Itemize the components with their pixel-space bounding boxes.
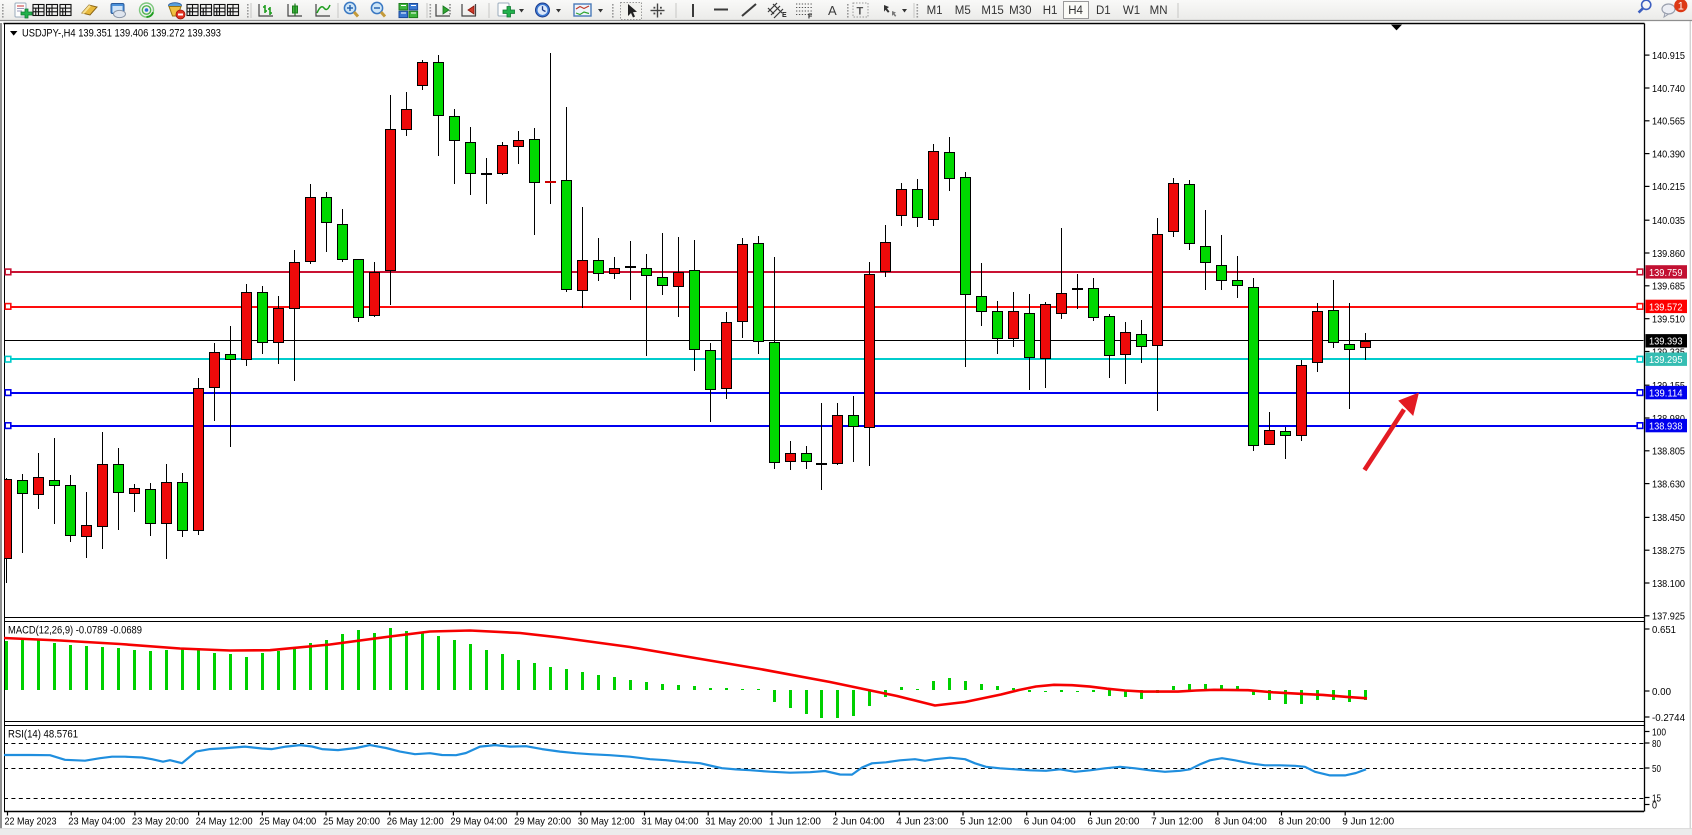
svg-text:140.740: 140.740 <box>1652 83 1685 95</box>
svg-text:139.572: 139.572 <box>1649 301 1683 313</box>
svg-text:E: E <box>782 12 787 19</box>
svg-text:138.805: 138.805 <box>1652 446 1685 458</box>
svg-text:100: 100 <box>1652 726 1666 738</box>
svg-text:24 May 12:00: 24 May 12:00 <box>196 816 253 828</box>
svg-text:8 Jun 20:00: 8 Jun 20:00 <box>1279 816 1331 828</box>
svg-text:A: A <box>828 3 837 18</box>
svg-text:80: 80 <box>1652 738 1661 750</box>
svg-text:MACD(12,26,9) -0.0789 -0.0689: MACD(12,26,9) -0.0789 -0.0689 <box>8 625 142 637</box>
svg-text:139.295: 139.295 <box>1649 354 1683 366</box>
svg-text:140.915: 140.915 <box>1652 50 1685 62</box>
svg-text:139.685: 139.685 <box>1652 281 1685 293</box>
svg-text:0.651: 0.651 <box>1652 624 1676 636</box>
svg-text:140.390: 140.390 <box>1652 148 1685 160</box>
svg-text:139.114: 139.114 <box>1649 388 1683 400</box>
svg-text:22 May 2023: 22 May 2023 <box>5 816 57 828</box>
svg-text:25 May 20:00: 25 May 20:00 <box>323 816 380 828</box>
svg-text:30 May 12:00: 30 May 12:00 <box>578 816 635 828</box>
svg-text:138.938: 138.938 <box>1649 421 1683 433</box>
svg-text:137.925: 137.925 <box>1652 611 1685 623</box>
svg-text:50: 50 <box>1652 763 1661 775</box>
svg-text:-0.2744: -0.2744 <box>1652 712 1685 724</box>
svg-text:138.275: 138.275 <box>1652 545 1685 557</box>
svg-text:H1: H1 <box>1043 5 1058 17</box>
svg-text:2 Jun 04:00: 2 Jun 04:00 <box>833 816 885 828</box>
svg-text:9 Jun 12:00: 9 Jun 12:00 <box>1342 816 1394 828</box>
svg-text:0.00: 0.00 <box>1652 686 1671 698</box>
svg-text:5 Jun 12:00: 5 Jun 12:00 <box>960 816 1012 828</box>
svg-text:M15: M15 <box>981 5 1003 17</box>
svg-text:140.035: 140.035 <box>1652 215 1685 227</box>
svg-text:D1: D1 <box>1096 5 1111 17</box>
svg-text:23 May 20:00: 23 May 20:00 <box>132 816 189 828</box>
svg-text:6 Jun 04:00: 6 Jun 04:00 <box>1024 816 1076 828</box>
svg-text:M30: M30 <box>1009 5 1031 17</box>
svg-text:1 Jun 12:00: 1 Jun 12:00 <box>769 816 821 828</box>
svg-text:4 Jun 23:00: 4 Jun 23:00 <box>896 816 948 828</box>
svg-text:138.630: 138.630 <box>1652 478 1685 490</box>
svg-text:139.860: 139.860 <box>1652 248 1685 260</box>
svg-text:139.759: 139.759 <box>1649 267 1683 279</box>
svg-text:MN: MN <box>1150 5 1168 17</box>
svg-text:RSI(14) 48.5761: RSI(14) 48.5761 <box>8 729 78 741</box>
svg-text:26 May 12:00: 26 May 12:00 <box>387 816 444 828</box>
svg-text:M5: M5 <box>955 5 971 17</box>
svg-text:8 Jun 04:00: 8 Jun 04:00 <box>1215 816 1267 828</box>
svg-text:138.450: 138.450 <box>1652 512 1685 524</box>
svg-text:29 May 04:00: 29 May 04:00 <box>450 816 507 828</box>
svg-text:F: F <box>808 14 813 21</box>
svg-text:W1: W1 <box>1123 5 1140 17</box>
svg-text:1: 1 <box>1678 1 1684 13</box>
svg-text:139.510: 139.510 <box>1652 314 1685 326</box>
svg-text:6 Jun 20:00: 6 Jun 20:00 <box>1087 816 1139 828</box>
svg-text:140.565: 140.565 <box>1652 116 1685 128</box>
svg-text:USDJPY-,H4 139.351 139.406 13: USDJPY-,H4 139.351 139.406 139.272 139.3… <box>22 28 221 40</box>
svg-text:0: 0 <box>1652 799 1657 811</box>
svg-text:31 May 04:00: 31 May 04:00 <box>642 816 699 828</box>
svg-text:138.100: 138.100 <box>1652 578 1685 590</box>
svg-text:H4: H4 <box>1068 5 1083 17</box>
svg-text:29 May 20:00: 29 May 20:00 <box>514 816 571 828</box>
svg-text:15: 15 <box>1652 792 1661 804</box>
svg-text:140.215: 140.215 <box>1652 181 1685 193</box>
svg-text:31 May 20:00: 31 May 20:00 <box>705 816 762 828</box>
svg-text:M1: M1 <box>927 5 943 17</box>
svg-text:T: T <box>857 6 864 18</box>
svg-text:7 Jun 12:00: 7 Jun 12:00 <box>1151 816 1203 828</box>
svg-text:25 May 04:00: 25 May 04:00 <box>259 816 316 828</box>
svg-text:23 May 04:00: 23 May 04:00 <box>68 816 125 828</box>
svg-text:139.393: 139.393 <box>1649 336 1683 348</box>
